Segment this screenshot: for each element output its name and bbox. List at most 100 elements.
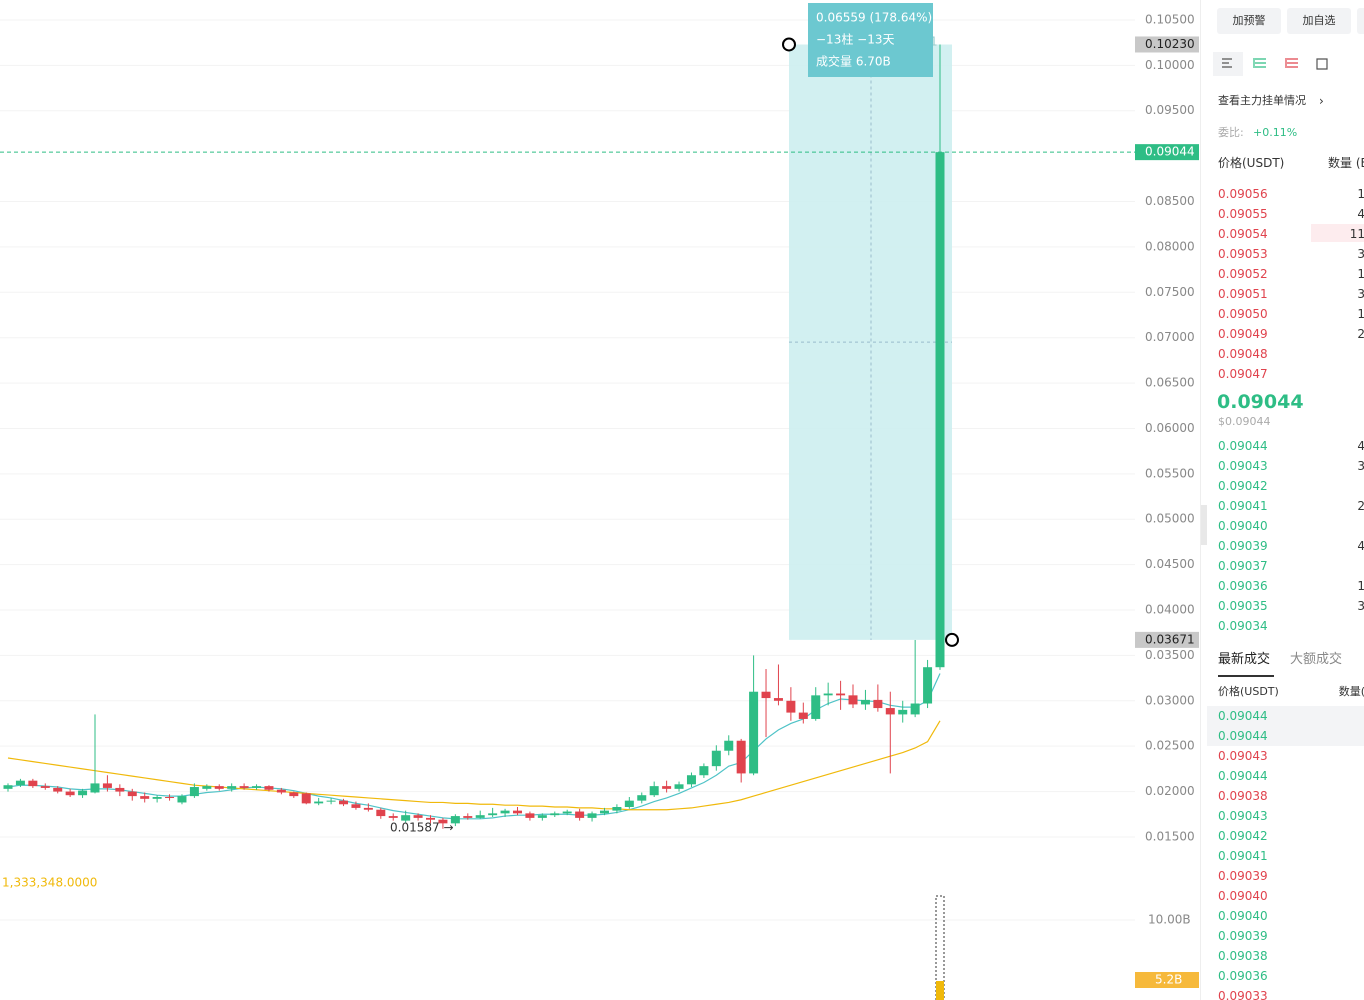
trade-price: 0.09038 [1218,949,1268,963]
action-button[interactable]: 加自选 [1287,8,1351,34]
measure-handle [782,37,796,52]
volume-axis-label: 10.00B [1148,913,1191,927]
book-qty: 3 [1357,247,1364,261]
trade-price: 0.09033 [1218,989,1268,1000]
candle-body [848,695,858,705]
book-header: 数量 (E [1328,156,1364,170]
book-price: 0.09044 [1218,439,1268,453]
y-tick-label: 0.07500 [1145,285,1195,299]
candle-body [786,700,796,713]
candle-body [102,783,112,788]
candle-body [413,815,423,818]
trade-price: 0.09042 [1218,829,1268,843]
book-qty: 4 [1357,439,1364,453]
price-tag-label: 0.10230 [1145,37,1195,51]
y-tick-label: 0.05500 [1145,466,1195,480]
candle-body [140,796,150,799]
candle-body [115,787,125,792]
candle-body [860,699,870,705]
candle-body [326,800,336,802]
y-tick-label: 0.06000 [1145,421,1195,435]
y-tick-label: 0.08000 [1145,239,1195,253]
book-price: 0.09053 [1218,247,1268,261]
candle-body [463,816,473,818]
book-price: 0.09054 [1218,227,1268,241]
book-price: 0.09037 [1218,559,1268,573]
tooltip-bg [808,3,933,77]
icon-book-asks[interactable] [1285,58,1298,68]
candle-body [711,750,721,767]
book-qty: 2 [1357,327,1364,341]
trade-tab[interactable]: 大额成交 [1290,652,1343,667]
candle-body [202,786,212,789]
candle-body [599,810,609,814]
collapse-handle[interactable] [1201,505,1207,545]
icon-bg[interactable] [1213,52,1243,76]
candle-body [78,790,88,796]
candle-body [624,800,634,808]
y-tick-label: 0.03000 [1145,693,1195,707]
book-price: 0.09039 [1218,539,1268,553]
moving-average [7,673,941,820]
book-qty: 4 [1357,539,1364,553]
action-button[interactable]: 加预警 [1217,8,1281,34]
candle-body [152,797,162,799]
candle-body [811,695,821,719]
candle-body [450,816,460,824]
trade-price: 0.09039 [1218,869,1268,883]
book-price: 0.09042 [1218,479,1268,493]
candle-body [575,811,585,818]
candle-body [177,796,187,803]
candle-body [438,819,448,824]
candle-body [475,815,485,818]
trade-tab[interactable]: 最新成交 [1218,652,1271,667]
trade-price: 0.09039 [1218,929,1268,943]
y-tick-label: 0.01500 [1145,829,1195,843]
trade-header: 价格(USDT) [1218,685,1279,698]
book-qty: 3 [1357,599,1364,613]
candle-body [3,785,13,789]
last-price-usd: $0.09044 [1218,415,1271,428]
candle-body [724,740,734,751]
volume-marker [935,895,945,1000]
candle-body [239,786,249,788]
candle-body [165,797,175,799]
volume-tag [1135,972,1199,988]
trade-price: 0.09044 [1218,709,1268,723]
book-qty: 1 [1357,307,1364,321]
candle-body [836,693,846,696]
y-tick-label: 0.09500 [1145,103,1195,117]
trade-price: 0.09040 [1218,909,1268,923]
icon-expand[interactable] [1316,58,1328,70]
candle-body [28,780,38,787]
candle-body [749,691,759,774]
book-qty: 1 [1357,187,1364,201]
tooltip-line: 成交量 6.70B [816,54,891,69]
candle-body [637,795,647,801]
candle-body [587,813,597,818]
y-tick-label: 0.08500 [1145,194,1195,208]
measure-handle [945,632,959,647]
book-price: 0.09048 [1218,347,1268,361]
action-button[interactable] [1357,8,1364,34]
candle-body [525,813,535,818]
candle-body [363,807,373,810]
candle-body [15,780,25,786]
candle-body [301,793,311,804]
icon-book-bids[interactable] [1253,58,1266,68]
candle-body [214,786,224,789]
indicator-value: 1,333,348.0000 [2,876,97,890]
volume-tag-label: 5.2B [1155,973,1182,987]
measure-range [789,44,952,640]
book-qty: 11 [1349,227,1364,241]
icon-book-both[interactable] [1222,58,1232,68]
trade-price: 0.09043 [1218,749,1268,763]
candle-body [537,815,547,818]
candle-body [923,667,933,704]
candle-body [910,703,920,715]
book-price: 0.09040 [1218,519,1268,533]
depth-link[interactable]: 查看主力挂单情况 [1218,94,1306,107]
trade-price: 0.09040 [1218,889,1268,903]
candle-body [674,784,684,789]
book-qty: 1 [1357,579,1364,593]
